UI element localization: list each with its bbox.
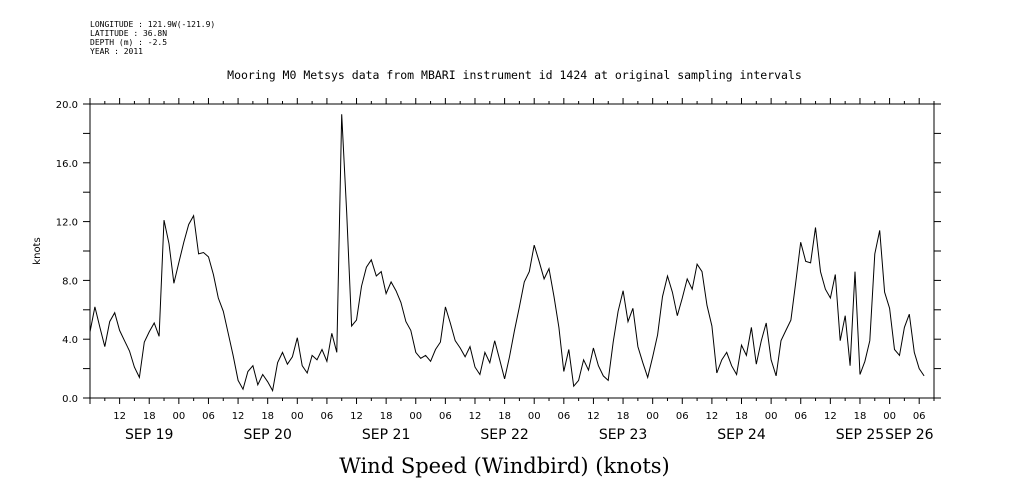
date-label: SEP 24 — [717, 427, 766, 443]
x-tick-label: 12 — [232, 411, 245, 422]
x-tick-label: 00 — [646, 411, 659, 422]
date-label: SEP 22 — [480, 427, 528, 443]
x-tick-label: 12 — [350, 411, 363, 422]
x-tick-label: 00 — [291, 411, 304, 422]
date-label: SEP 20 — [243, 427, 291, 443]
y-axis-label: knots — [32, 237, 43, 264]
wind-speed-series-line — [90, 114, 924, 390]
y-tick-label: 16.0 — [56, 159, 78, 170]
x-tick-label: 12 — [706, 411, 719, 422]
y-tick-label: 8.0 — [62, 276, 78, 287]
x-tick-label: 18 — [143, 411, 156, 422]
x-tick-label: 06 — [557, 411, 570, 422]
date-label: SEP 19 — [125, 427, 173, 443]
x-tick-labels: 12 18 00 06 12 18 00 06 12 18 00 06 12 18 00 06 12 18 00 06… — [113, 411, 925, 422]
x-tick-label: 12 — [587, 411, 600, 422]
date-label: SEP 21 — [362, 427, 410, 443]
date-label: SEP 25 — [836, 427, 884, 443]
y-tick-labels: 0.0 4.0 8.0 12.0 16.0 20.0 — [56, 100, 78, 405]
date-label: SEP 26 — [885, 427, 934, 443]
x-tick-label: 18 — [617, 411, 630, 422]
x-tick-label: 00 — [172, 411, 185, 422]
x-tick-label: 18 — [380, 411, 393, 422]
x-axis-label: Wind Speed (Windbird) (knots) — [0, 454, 1009, 478]
x-tick-label: 12 — [469, 411, 482, 422]
x-tick-label: 00 — [883, 411, 896, 422]
x-tick-label: 18 — [735, 411, 748, 422]
y-tick-label: 4.0 — [62, 335, 78, 346]
x-tick-label: 12 — [824, 411, 837, 422]
x-tick-label: 06 — [794, 411, 807, 422]
y-tick-label: 12.0 — [56, 218, 78, 229]
y-tick-label: 0.0 — [62, 394, 78, 405]
x-tick-label: 12 — [113, 411, 126, 422]
x-tick-label: 18 — [498, 411, 511, 422]
date-labels: SEP 19 SEP 20 SEP 21 SEP 22 SEP 23 SEP 24 SEP … — [125, 427, 934, 443]
x-tick-label: 06 — [913, 411, 926, 422]
x-tick-label: 18 — [261, 411, 274, 422]
x-tick-label: 06 — [439, 411, 452, 422]
x-tick-label: 00 — [528, 411, 541, 422]
x-tick-label: 06 — [676, 411, 689, 422]
x-tick-label: 00 — [765, 411, 778, 422]
x-tick-label: 18 — [854, 411, 867, 422]
date-label: SEP 23 — [599, 427, 647, 443]
plot-frame — [90, 104, 934, 398]
x-tick-label: 06 — [321, 411, 334, 422]
x-tick-label: 00 — [409, 411, 422, 422]
y-tick-label: 20.0 — [56, 100, 78, 111]
x-tick-label: 06 — [202, 411, 215, 422]
